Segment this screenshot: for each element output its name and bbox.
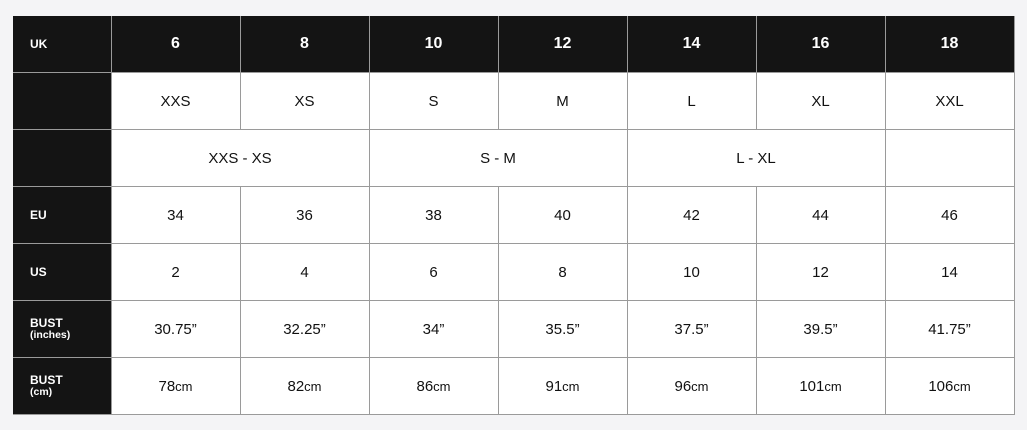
grouped-size (884, 129, 1015, 187)
bust-cm-label: BUST (cm) (13, 357, 112, 415)
us-size: 14 (884, 243, 1015, 301)
uk-size: 12 (497, 16, 628, 73)
us-size: 12 (755, 243, 886, 301)
bust-cm: 78cm (110, 357, 241, 415)
bust-cm-value: 86 (416, 377, 434, 395)
bust-cm: 82cm (239, 357, 370, 415)
letter-size: XS (239, 72, 370, 130)
row-label-empty (13, 129, 112, 187)
grouped-size-row: XXS - XS S - M L - XL (13, 129, 1015, 187)
eu-size: 38 (368, 186, 499, 244)
bust-inches: 30.75” (110, 300, 241, 358)
uk-size: 8 (239, 16, 370, 73)
eu-label: EU (13, 186, 112, 244)
letter-size: S (368, 72, 499, 130)
uk-size: 16 (755, 16, 886, 73)
bust-inches-row: BUST (inches) 30.75” 32.25” 34” 35.5” 37.… (13, 300, 1015, 358)
bust-cm: 96cm (626, 357, 757, 415)
bust-label: BUST (30, 316, 63, 330)
bust-cm: 86cm (368, 357, 499, 415)
bust-cm: 106cm (884, 357, 1015, 415)
eu-size: 34 (110, 186, 241, 244)
bust-inches: 41.75” (884, 300, 1015, 358)
grouped-size: S - M (368, 129, 628, 187)
grouped-size: XXS - XS (110, 129, 370, 187)
us-size: 2 (110, 243, 241, 301)
eu-size: 36 (239, 186, 370, 244)
bust-cm-value: 82 (287, 377, 305, 395)
bust-cm-value: 96 (674, 377, 692, 395)
bust-inches-label: BUST (inches) (13, 300, 112, 358)
bust-cm: 91cm (497, 357, 628, 415)
bust-cm-value: 78 (158, 377, 176, 395)
bust-label: BUST (30, 373, 63, 387)
uk-size: 10 (368, 16, 499, 73)
bust-inches: 37.5” (626, 300, 757, 358)
letter-size: XXL (884, 72, 1015, 130)
bust-cm-value: 101 (799, 377, 825, 395)
bust-unit: (cm) (30, 386, 53, 398)
letter-size: M (497, 72, 628, 130)
bust-inches: 32.25” (239, 300, 370, 358)
letter-size: XXS (110, 72, 241, 130)
cm-unit: cm (691, 378, 709, 394)
size-chart-table: UK 6 8 10 12 14 16 18 XXS XS S M L XL XX… (13, 16, 1015, 415)
bust-cm-value: 91 (545, 377, 563, 395)
us-row: US 2 4 6 8 10 12 14 (13, 243, 1015, 301)
grouped-size: L - XL (626, 129, 886, 187)
letter-size: L (626, 72, 757, 130)
uk-size: 14 (626, 16, 757, 73)
cm-unit: cm (175, 378, 193, 394)
eu-row: EU 34 36 38 40 42 44 46 (13, 186, 1015, 244)
cm-unit: cm (304, 378, 322, 394)
uk-size: 18 (884, 16, 1015, 73)
us-label: US (13, 243, 112, 301)
bust-inches: 34” (368, 300, 499, 358)
eu-size: 44 (755, 186, 886, 244)
cm-unit: cm (953, 378, 971, 394)
eu-size: 46 (884, 186, 1015, 244)
us-size: 10 (626, 243, 757, 301)
row-label-empty (13, 72, 112, 130)
cm-unit: cm (562, 378, 580, 394)
us-size: 8 (497, 243, 628, 301)
bust-inches: 39.5” (755, 300, 886, 358)
letter-size: XL (755, 72, 886, 130)
us-size: 6 (368, 243, 499, 301)
cm-unit: cm (824, 378, 842, 394)
eu-size: 42 (626, 186, 757, 244)
bust-cm: 101cm (755, 357, 886, 415)
uk-size: 6 (110, 16, 241, 73)
letter-size-row: XXS XS S M L XL XXL (13, 72, 1015, 130)
us-size: 4 (239, 243, 370, 301)
eu-size: 40 (497, 186, 628, 244)
bust-inches: 35.5” (497, 300, 628, 358)
bust-unit: (inches) (30, 329, 71, 341)
cm-unit: cm (433, 378, 451, 394)
uk-label: UK (13, 16, 112, 73)
bust-cm-row: BUST (cm) 78cm 82cm 86cm 91cm 96cm 101cm … (13, 357, 1015, 415)
uk-header-row: UK 6 8 10 12 14 16 18 (13, 16, 1015, 73)
bust-cm-value: 106 (928, 377, 954, 395)
